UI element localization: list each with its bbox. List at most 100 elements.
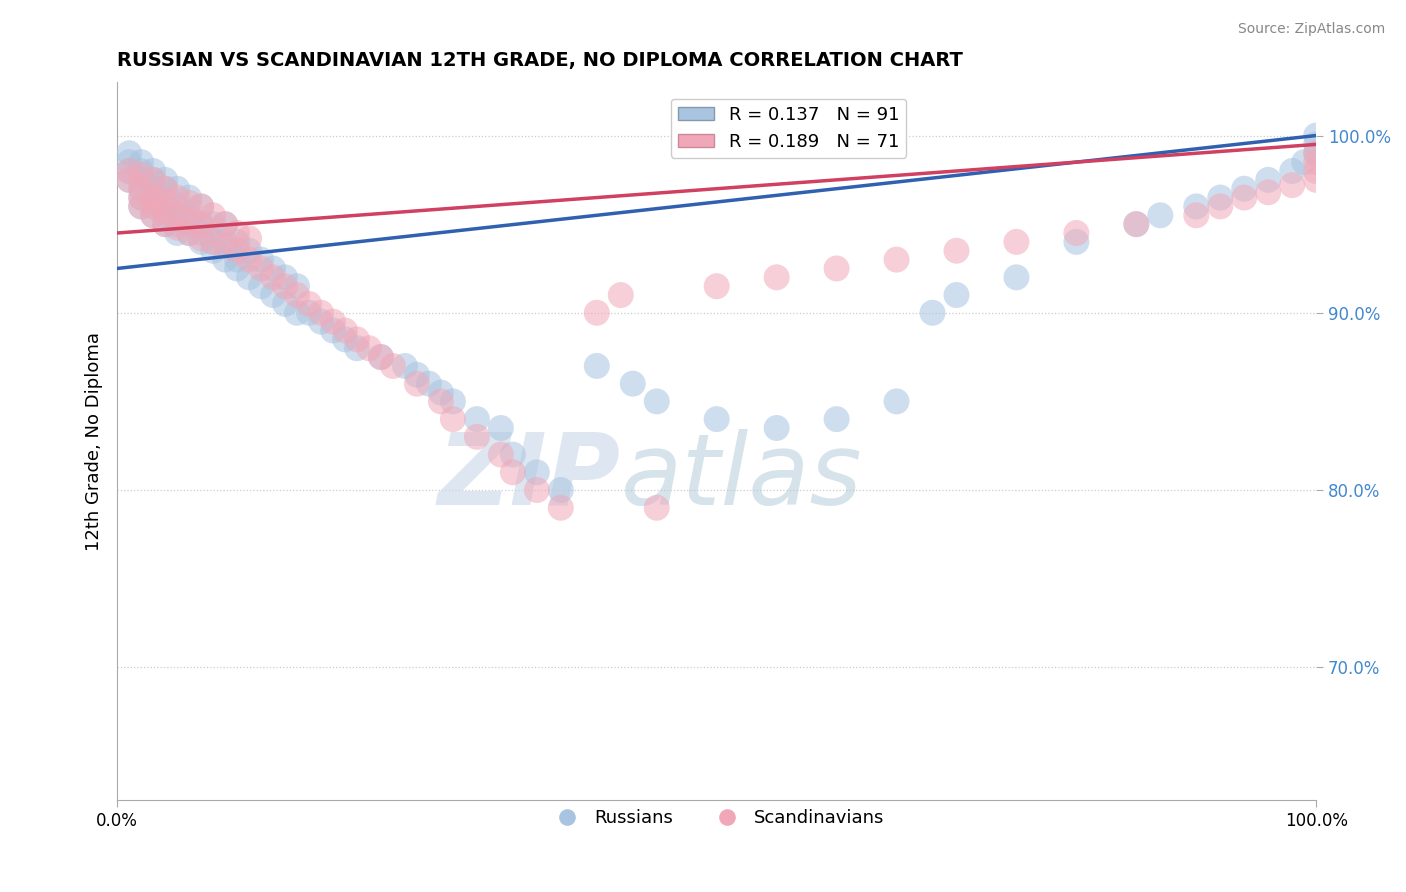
Point xyxy=(550,500,572,515)
Point xyxy=(1209,190,1232,204)
Point xyxy=(129,182,152,196)
Point xyxy=(706,279,728,293)
Point xyxy=(129,168,152,182)
Point xyxy=(166,208,188,222)
Point xyxy=(1305,146,1327,161)
Point xyxy=(142,208,165,222)
Point xyxy=(1281,178,1303,193)
Point xyxy=(142,173,165,187)
Point xyxy=(129,182,152,196)
Point xyxy=(226,244,249,258)
Point xyxy=(129,155,152,169)
Point xyxy=(274,270,297,285)
Point xyxy=(129,199,152,213)
Point xyxy=(226,252,249,267)
Point xyxy=(465,412,488,426)
Point xyxy=(142,190,165,204)
Point xyxy=(118,146,141,161)
Point xyxy=(309,315,332,329)
Point xyxy=(1066,226,1088,240)
Point xyxy=(166,190,188,204)
Point xyxy=(153,204,176,219)
Point xyxy=(118,164,141,178)
Point xyxy=(585,359,607,373)
Point xyxy=(621,376,644,391)
Point xyxy=(370,350,392,364)
Point xyxy=(1209,199,1232,213)
Point xyxy=(190,199,212,213)
Point xyxy=(202,244,225,258)
Text: atlas: atlas xyxy=(621,429,862,525)
Point xyxy=(214,217,236,231)
Point xyxy=(153,182,176,196)
Point xyxy=(645,394,668,409)
Point xyxy=(142,164,165,178)
Text: RUSSIAN VS SCANDINAVIAN 12TH GRADE, NO DIPLOMA CORRELATION CHART: RUSSIAN VS SCANDINAVIAN 12TH GRADE, NO D… xyxy=(117,51,963,70)
Point xyxy=(430,394,453,409)
Point xyxy=(1305,128,1327,143)
Point xyxy=(202,217,225,231)
Point xyxy=(1185,208,1208,222)
Point xyxy=(1233,182,1256,196)
Point xyxy=(921,306,943,320)
Point xyxy=(250,261,273,276)
Point xyxy=(945,244,967,258)
Point xyxy=(645,500,668,515)
Point xyxy=(1005,235,1028,249)
Point xyxy=(214,252,236,267)
Point xyxy=(129,164,152,178)
Point xyxy=(129,199,152,213)
Point xyxy=(285,306,308,320)
Point xyxy=(825,412,848,426)
Point xyxy=(322,324,344,338)
Point xyxy=(226,226,249,240)
Point xyxy=(765,270,787,285)
Point xyxy=(153,194,176,208)
Point xyxy=(179,226,201,240)
Point xyxy=(226,235,249,249)
Point xyxy=(585,306,607,320)
Point xyxy=(346,332,368,346)
Point xyxy=(214,217,236,231)
Point xyxy=(465,430,488,444)
Point xyxy=(179,208,201,222)
Point xyxy=(886,252,908,267)
Text: ZIP: ZIP xyxy=(437,429,621,525)
Point xyxy=(298,297,321,311)
Point xyxy=(309,306,332,320)
Point xyxy=(1125,217,1147,231)
Point xyxy=(166,182,188,196)
Point xyxy=(298,306,321,320)
Point xyxy=(285,279,308,293)
Point xyxy=(357,341,380,355)
Point xyxy=(142,182,165,196)
Point xyxy=(1305,146,1327,161)
Point xyxy=(179,213,201,227)
Point xyxy=(1305,173,1327,187)
Point xyxy=(274,297,297,311)
Point xyxy=(333,332,356,346)
Point xyxy=(262,270,284,285)
Point xyxy=(406,368,429,382)
Point xyxy=(333,324,356,338)
Y-axis label: 12th Grade, No Diploma: 12th Grade, No Diploma xyxy=(86,332,103,550)
Point xyxy=(322,315,344,329)
Point xyxy=(825,261,848,276)
Point xyxy=(190,217,212,231)
Point xyxy=(502,448,524,462)
Point xyxy=(202,235,225,249)
Point xyxy=(190,217,212,231)
Point xyxy=(118,155,141,169)
Point xyxy=(1125,217,1147,231)
Point xyxy=(1257,173,1279,187)
Point xyxy=(202,235,225,249)
Point xyxy=(250,279,273,293)
Point xyxy=(610,288,633,302)
Point xyxy=(142,190,165,204)
Point xyxy=(238,231,260,245)
Point xyxy=(250,252,273,267)
Point xyxy=(370,350,392,364)
Point xyxy=(706,412,728,426)
Point xyxy=(226,261,249,276)
Point xyxy=(441,412,464,426)
